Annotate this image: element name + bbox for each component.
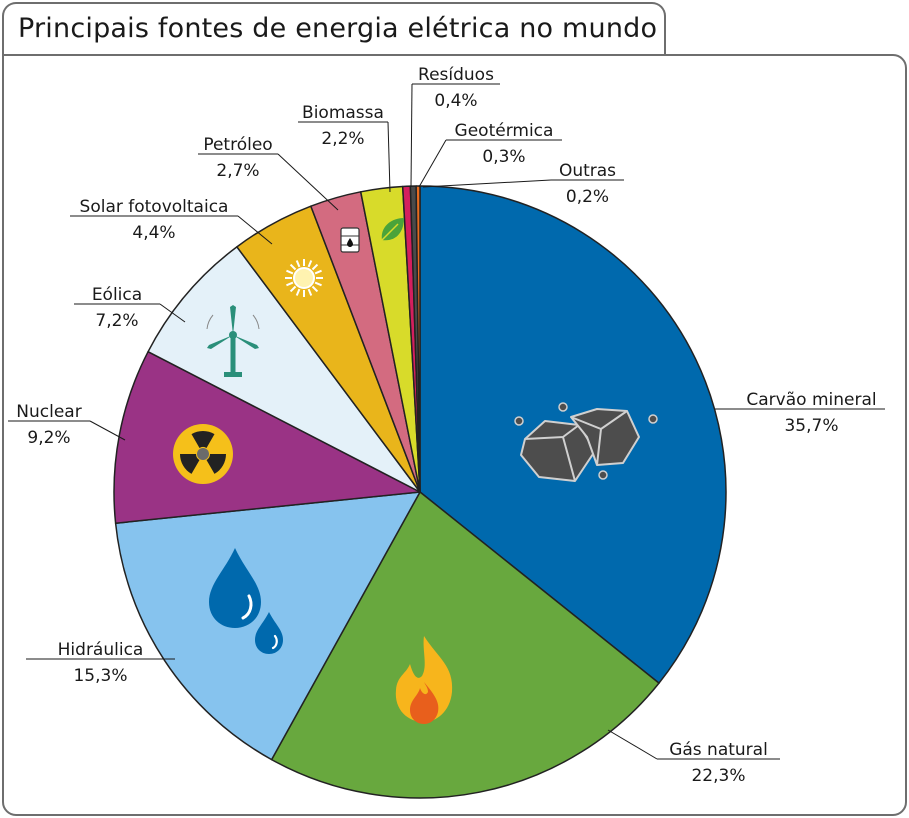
leader-line-geotermica <box>418 139 447 188</box>
slice-value-gas-natural: 22,3% <box>691 766 745 786</box>
leader-line-solar-fotovoltaica <box>237 215 273 245</box>
coal-icon <box>514 402 658 482</box>
title-tab: Principais fontes de energia elétrica no… <box>2 2 666 56</box>
slice-label-biomassa: Biomassa <box>302 103 384 123</box>
wind-turbine-icon <box>206 305 260 377</box>
slice-labels: Carvão mineral 35,7% Gás natural 22,3% Hidrá… <box>8 65 885 786</box>
leader-line-residuos <box>410 83 413 188</box>
label-group-geotermica: Geotérmica 0,3% <box>418 121 562 188</box>
sun-icon <box>285 259 323 297</box>
flame-icon <box>395 636 453 724</box>
leader-line-eolica <box>159 303 186 323</box>
slice-label-solar-fotovoltaica: Solar fotovoltaica <box>80 197 229 217</box>
slice-value-solar-fotovoltaica: 4,4% <box>132 223 175 243</box>
oil-barrel-icon <box>340 227 360 253</box>
leader-line-gas-natural <box>607 729 658 760</box>
slice-value-outras: 0,2% <box>566 187 609 207</box>
radiation-icon <box>173 424 233 484</box>
slice-value-biomassa: 2,2% <box>321 129 364 149</box>
label-group-residuos: Resíduos 0,4% <box>410 65 500 188</box>
pie-slice-eolica <box>147 246 421 493</box>
slice-value-carvao-mineral: 35,7% <box>784 416 838 436</box>
leader-line-petroleo <box>277 153 339 211</box>
slice-label-outras: Outras <box>559 161 616 181</box>
slice-label-geotermica: Geotérmica <box>455 121 554 141</box>
slice-label-carvao-mineral: Carvão mineral <box>746 390 876 410</box>
label-group-gas-natural: Gás natural 22,3% <box>607 729 780 786</box>
label-group-carvao-mineral: Carvão mineral 35,7% <box>715 390 885 436</box>
slice-label-nuclear: Nuclear <box>16 402 81 422</box>
label-group-nuclear: Nuclear 9,2% <box>8 402 126 448</box>
slice-label-petroleo: Petróleo <box>203 135 272 155</box>
slice-value-hidraulica: 15,3% <box>73 666 127 686</box>
slice-value-petroleo: 2,7% <box>216 161 259 181</box>
water-drops-icon <box>209 548 283 654</box>
slice-value-geotermica: 0,3% <box>482 147 525 167</box>
slice-label-eolica: Eólica <box>92 285 142 305</box>
leader-line-outras <box>422 179 552 188</box>
label-group-solar-fotovoltaica: Solar fotovoltaica 4,4% <box>70 197 273 245</box>
leader-line-nuclear <box>89 420 126 441</box>
label-group-outras: Outras 0,2% <box>422 161 624 207</box>
slice-value-eolica: 7,2% <box>95 311 138 331</box>
slice-value-residuos: 0,4% <box>434 91 477 111</box>
label-group-eolica: Eólica 7,2% <box>74 285 186 331</box>
pie-slice-gas-natural <box>270 491 660 799</box>
label-group-petroleo: Petróleo 2,7% <box>198 135 339 211</box>
leaf-icon <box>381 218 404 241</box>
chart-title: Principais fontes de energia elétrica no… <box>18 13 658 44</box>
slice-label-residuos: Resíduos <box>418 65 494 85</box>
leader-line-biomassa <box>387 121 391 193</box>
label-group-hidraulica: Hidráulica 15,3% <box>26 640 175 686</box>
chart-frame <box>2 54 907 816</box>
slice-label-gas-natural: Gás natural <box>669 740 768 760</box>
label-group-biomassa: Biomassa 2,2% <box>298 103 391 193</box>
slice-icons <box>173 218 658 724</box>
slice-value-nuclear: 9,2% <box>27 428 70 448</box>
slice-label-hidraulica: Hidráulica <box>58 640 144 660</box>
